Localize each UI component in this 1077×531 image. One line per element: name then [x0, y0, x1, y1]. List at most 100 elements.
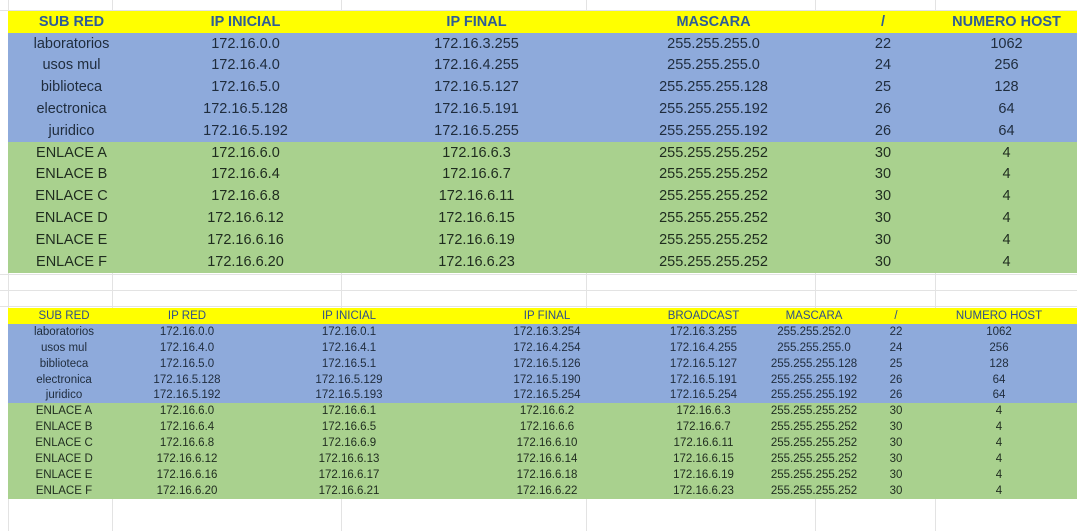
table-cell[interactable]: 172.16.5.254 [650, 387, 757, 404]
table-cell[interactable]: 172.16.3.255 [650, 323, 757, 340]
table-cell[interactable]: 172.16.6.4 [120, 419, 254, 436]
table-cell[interactable]: 172.16.5.193 [254, 387, 444, 404]
table-cell[interactable]: 255.255.255.252 [757, 482, 871, 499]
table-cell[interactable]: ENLACE F [8, 482, 120, 499]
table-cell[interactable]: 4 [921, 403, 1077, 420]
table-cell[interactable]: 172.16.5.1 [254, 355, 444, 372]
table-cell[interactable]: ENLACE C [8, 185, 135, 208]
table-cell[interactable]: ENLACE D [8, 451, 120, 467]
table-cell[interactable]: 22 [830, 32, 936, 55]
table-cell[interactable]: 4 [936, 228, 1077, 251]
column-header[interactable]: NUMERO HOST [936, 11, 1077, 33]
table-cell[interactable]: 172.16.6.20 [120, 482, 254, 499]
table-cell[interactable]: 172.16.5.254 [444, 387, 650, 404]
table-cell[interactable]: 172.16.6.23 [356, 250, 597, 273]
table-cell[interactable]: 30 [871, 435, 921, 452]
table-cell[interactable]: 172.16.6.9 [254, 435, 444, 452]
table-cell[interactable]: 30 [830, 228, 936, 251]
table-cell[interactable]: 172.16.5.0 [120, 355, 254, 372]
table-cell[interactable]: ENLACE A [8, 403, 120, 420]
table-cell[interactable]: 30 [871, 466, 921, 483]
table-cell[interactable]: 172.16.6.22 [444, 482, 650, 499]
table-cell[interactable]: 255.255.255.0 [757, 339, 871, 356]
table-cell[interactable]: 172.16.0.0 [135, 32, 356, 55]
table-cell[interactable]: 172.16.5.190 [444, 371, 650, 388]
table-cell[interactable]: ENLACE C [8, 435, 120, 452]
table-cell[interactable]: 30 [871, 451, 921, 467]
table-cell[interactable]: laboratorios [8, 32, 135, 55]
column-header[interactable]: NUMERO HOST [921, 308, 1077, 324]
table-cell[interactable]: 172.16.3.254 [444, 323, 650, 340]
table-cell[interactable]: 255.255.255.252 [757, 419, 871, 436]
table-cell[interactable]: 172.16.6.23 [650, 482, 757, 499]
table-cell[interactable]: 256 [921, 339, 1077, 356]
table-cell[interactable]: 172.16.6.3 [356, 141, 597, 164]
table-cell[interactable]: 172.16.6.20 [135, 250, 356, 273]
table-cell[interactable]: 25 [830, 76, 936, 99]
table-cell[interactable]: 172.16.5.127 [650, 355, 757, 372]
table-cell[interactable]: 172.16.4.255 [356, 54, 597, 77]
table-cell[interactable]: 30 [871, 403, 921, 420]
column-header[interactable]: IP FINAL [356, 11, 597, 33]
table-cell[interactable]: ENLACE A [8, 141, 135, 164]
table-cell[interactable]: 172.16.5.191 [650, 371, 757, 388]
table-cell[interactable]: ENLACE D [8, 207, 135, 229]
table-cell[interactable]: 255.255.255.192 [597, 119, 830, 142]
table-cell[interactable]: 255.255.255.252 [597, 185, 830, 208]
table-cell[interactable]: 25 [871, 355, 921, 372]
table-cell[interactable]: 255.255.255.0 [597, 54, 830, 77]
table-cell[interactable]: 172.16.6.18 [444, 466, 650, 483]
table-cell[interactable]: 172.16.6.21 [254, 482, 444, 499]
table-cell[interactable]: 172.16.6.19 [356, 228, 597, 251]
table-cell[interactable]: ENLACE B [8, 419, 120, 436]
table-cell[interactable]: 26 [830, 119, 936, 142]
table-cell[interactable]: 26 [830, 98, 936, 120]
table-cell[interactable]: 4 [936, 185, 1077, 208]
table-cell[interactable]: 22 [871, 323, 921, 340]
table-cell[interactable]: usos mul [8, 339, 120, 356]
table-cell[interactable]: 172.16.5.0 [135, 76, 356, 99]
table-cell[interactable]: 4 [921, 482, 1077, 499]
table-cell[interactable]: 255.255.255.252 [597, 250, 830, 273]
table-cell[interactable]: 172.16.6.7 [356, 163, 597, 186]
table-cell[interactable]: 255.255.255.128 [757, 355, 871, 372]
table-cell[interactable]: juridico [8, 387, 120, 404]
table-cell[interactable]: 26 [871, 387, 921, 404]
table-cell[interactable]: 30 [830, 207, 936, 229]
table-cell[interactable]: 30 [871, 419, 921, 436]
table-cell[interactable]: 255.255.255.252 [597, 207, 830, 229]
table-cell[interactable]: 255.255.255.128 [597, 76, 830, 99]
column-header[interactable]: SUB RED [8, 11, 135, 33]
table-cell[interactable]: 172.16.6.13 [254, 451, 444, 467]
table-cell[interactable]: usos mul [8, 54, 135, 77]
table-cell[interactable]: 172.16.6.4 [135, 163, 356, 186]
table-cell[interactable]: 172.16.4.254 [444, 339, 650, 356]
table-cell[interactable]: 172.16.6.16 [120, 466, 254, 483]
table-cell[interactable]: ENLACE E [8, 228, 135, 251]
table-cell[interactable]: 172.16.6.10 [444, 435, 650, 452]
table-cell[interactable]: biblioteca [8, 76, 135, 99]
table-cell[interactable]: 172.16.0.1 [254, 323, 444, 340]
table-cell[interactable]: 24 [830, 54, 936, 77]
table-cell[interactable]: 255.255.255.252 [597, 163, 830, 186]
column-header[interactable]: MASCARA [597, 11, 830, 33]
table-cell[interactable]: 256 [936, 54, 1077, 77]
table-cell[interactable]: 64 [936, 119, 1077, 142]
table-cell[interactable]: 172.16.6.11 [650, 435, 757, 452]
column-header[interactable]: / [871, 308, 921, 324]
table-cell[interactable]: 30 [830, 250, 936, 273]
table-cell[interactable]: 172.16.5.129 [254, 371, 444, 388]
table-cell[interactable]: 4 [921, 466, 1077, 483]
table-cell[interactable]: 172.16.6.7 [650, 419, 757, 436]
table-cell[interactable]: 4 [936, 141, 1077, 164]
table-cell[interactable]: 30 [871, 482, 921, 499]
table-cell[interactable]: 172.16.5.191 [356, 98, 597, 120]
table-cell[interactable]: 172.16.6.0 [135, 141, 356, 164]
column-header[interactable]: SUB RED [8, 308, 120, 324]
table-cell[interactable]: 255.255.255.192 [597, 98, 830, 120]
table-cell[interactable]: 255.255.255.252 [757, 466, 871, 483]
table-cell[interactable]: 172.16.6.5 [254, 419, 444, 436]
column-header[interactable]: IP RED [120, 308, 254, 324]
table-cell[interactable]: 30 [830, 163, 936, 186]
table-cell[interactable]: 172.16.6.15 [650, 451, 757, 467]
